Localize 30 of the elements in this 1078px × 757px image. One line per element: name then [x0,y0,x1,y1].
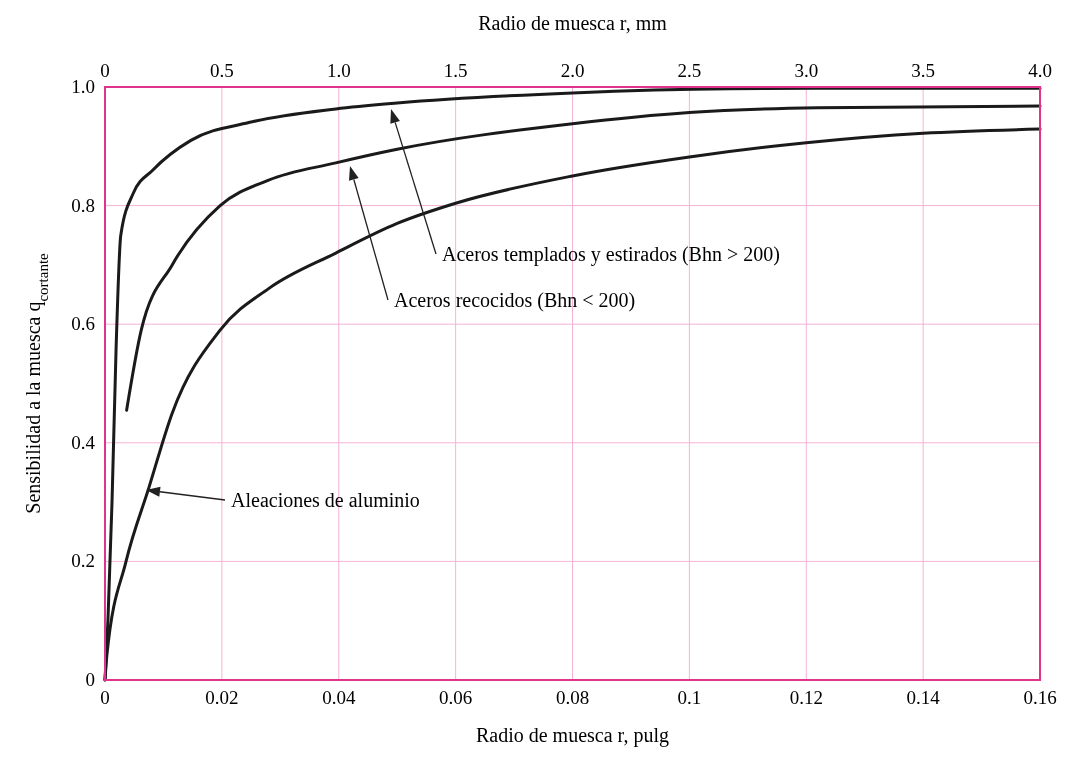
x-tick-label: 0.16 [1023,687,1057,708]
annotation: Aceros templados y estirados (Bhn > 200) [442,243,780,266]
y-tick-label: 0 [85,669,95,690]
y-tick-label: 0.2 [71,550,95,572]
x-axis-title: Radio de muesca r, pulg [475,724,670,747]
y-tick-label: 0.4 [71,431,96,453]
annotation: Aleaciones de aluminio [231,489,420,511]
x-tick-label: 0 [100,687,110,708]
x-tick-label: 0.02 [205,687,239,708]
y-tick-label: 0.6 [71,313,95,335]
y-tick-label: 0.8 [71,194,95,216]
x2-tick-label: 2.5 [677,60,702,81]
annotation: Aceros recocidos (Bhn < 200) [394,289,636,312]
x2-tick-label: 3.5 [911,60,935,81]
x2-tick-label: 0 [100,60,110,81]
line-series [125,104,1042,412]
y-tick-label: 1.0 [71,76,95,97]
x-tick-label: 0.1 [677,687,702,708]
x2-axis-title: Radio de muesca r, mm [478,12,668,34]
x2-tick-label: 1.5 [443,60,468,81]
x2-tick-label: 1.0 [326,60,351,81]
x2-tick-label: 4.0 [1028,60,1052,81]
x2-tick-label: 3.0 [794,60,819,81]
x-tick-label: 0.14 [906,687,941,708]
x-tick-label: 0.08 [555,687,590,708]
x-tick-label: 0.06 [439,687,473,708]
x-tick-label: 0.12 [789,687,823,708]
x2-tick-label: 0.5 [210,60,234,81]
x2-tick-label: 2.0 [560,60,585,81]
x-tick-label: 0.04 [322,687,356,708]
